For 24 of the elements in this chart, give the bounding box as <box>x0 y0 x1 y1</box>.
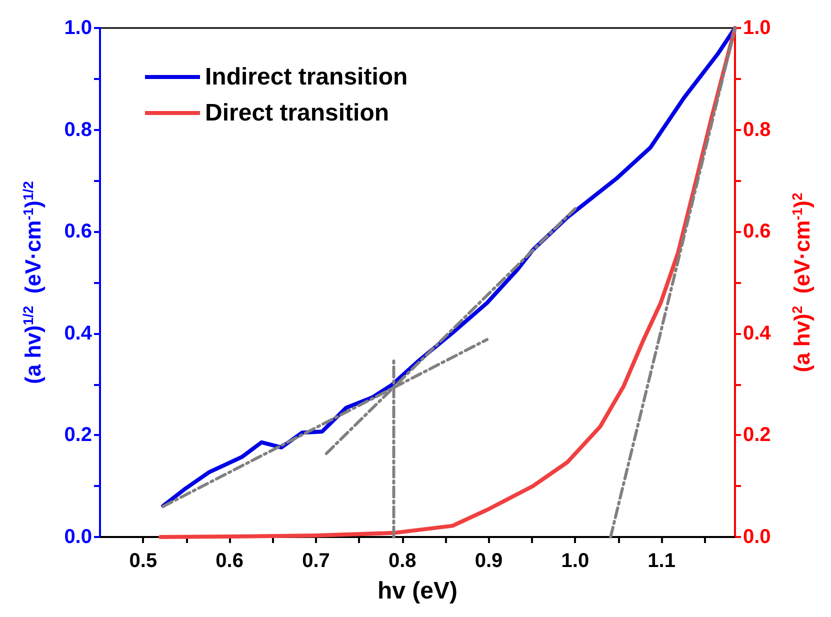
y-tick-label: 0.2 <box>64 424 92 446</box>
y-tick-label: 1.0 <box>64 17 92 39</box>
y-axis-title: (a hv)1/2 (eV·cm-1)1/2 <box>20 180 46 384</box>
y-tick-label: 0.0 <box>64 526 92 548</box>
x-tick-label: 1.0 <box>561 550 590 572</box>
x-tick-label: 0.7 <box>302 550 330 572</box>
x-tick-label: 0.9 <box>474 550 503 572</box>
y-tick-label: 0.8 <box>64 118 92 141</box>
x-tick-label: 1.1 <box>648 550 676 572</box>
y2-tick-label: 0.2 <box>743 424 771 446</box>
y2-tick-label: 0.4 <box>743 322 772 344</box>
legend-label: Direct transition <box>205 100 390 126</box>
y2-tick-label: 0.8 <box>743 118 771 141</box>
x-tick-label: 0.8 <box>388 550 416 572</box>
y-tick-label: 0.4 <box>64 322 93 344</box>
y-tick-label: 0.6 <box>64 220 92 243</box>
y2-axis-title: (a hv)2 (eV·cm-1)2 <box>789 192 814 372</box>
y2-tick-label: 0.6 <box>743 220 771 243</box>
x-tick-label: 0.5 <box>129 550 158 572</box>
x-axis-title: hv (eV) <box>377 578 458 604</box>
legend-label: Indirect transition <box>205 64 408 90</box>
y2-tick-label: 1.0 <box>743 17 771 39</box>
y2-tick-label: 0.0 <box>743 526 771 548</box>
x-tick-label: 0.6 <box>216 550 244 572</box>
